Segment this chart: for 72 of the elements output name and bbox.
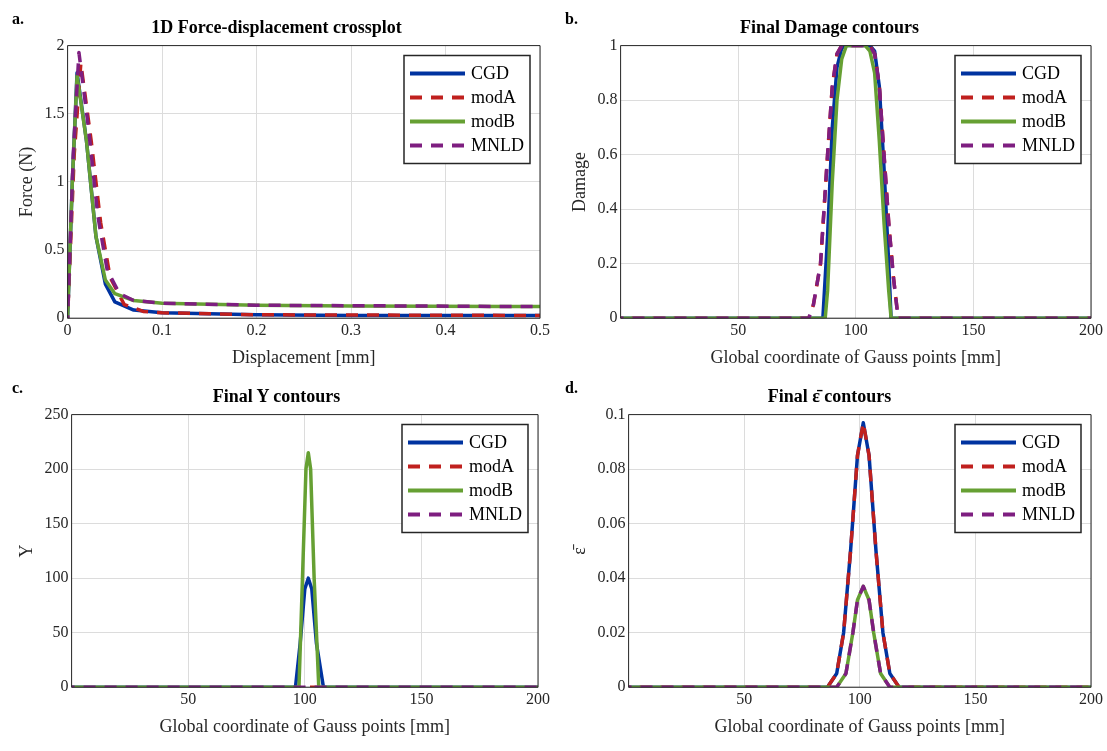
y-tick-label: 1 bbox=[609, 35, 618, 53]
legend-label: modB bbox=[469, 480, 514, 501]
y-axis-title: Force (N) bbox=[15, 146, 37, 218]
legend-label: MNLD bbox=[469, 504, 522, 525]
x-tick-label: 200 bbox=[526, 690, 550, 707]
y-tick-label: 0.8 bbox=[597, 90, 618, 108]
x-tick-label: 200 bbox=[1079, 321, 1103, 338]
y-tick-label: 100 bbox=[44, 568, 69, 586]
x-tick-label: 150 bbox=[409, 690, 434, 707]
x-tick-label: 50 bbox=[180, 690, 197, 707]
text: d. bbox=[565, 379, 578, 397]
legend-label: modA bbox=[471, 87, 516, 108]
x-tick-label: 0.4 bbox=[435, 321, 456, 338]
legend-label: CGD bbox=[1022, 63, 1061, 84]
legend-label: modB bbox=[1022, 480, 1067, 501]
text: a. bbox=[12, 10, 24, 28]
y-tick-label: 0 bbox=[60, 677, 69, 695]
y-tick-label: 0 bbox=[56, 308, 65, 326]
x-tick-label: 0.5 bbox=[530, 321, 550, 338]
text: c. bbox=[12, 379, 24, 397]
x-axis-title: Global coordinate of Gauss points [mm] bbox=[710, 346, 1002, 367]
y-tick-label: 0 bbox=[609, 308, 618, 326]
x-tick-label: 50 bbox=[730, 321, 747, 338]
x-axis-title: Displacement [mm] bbox=[232, 346, 376, 367]
y-axis-title: ε̄ bbox=[568, 544, 589, 555]
x-tick-label: 200 bbox=[1079, 690, 1103, 707]
y-tick-label: 0.04 bbox=[597, 568, 626, 586]
y-tick-label: 150 bbox=[44, 513, 69, 531]
y-tick-label: 2 bbox=[56, 35, 65, 53]
legend-label: CGD bbox=[471, 63, 510, 84]
y-tick-label: 250 bbox=[44, 404, 69, 422]
x-tick-label: 150 bbox=[961, 321, 986, 338]
x-tick-label: 100 bbox=[847, 690, 872, 707]
y-tick-label: 0.6 bbox=[597, 144, 618, 162]
x-tick-label: 150 bbox=[963, 690, 988, 707]
x-tick-label: 0.1 bbox=[152, 321, 173, 338]
y-tick-label: 0.4 bbox=[597, 199, 618, 217]
legend-label: MNLD bbox=[471, 135, 524, 156]
x-tick-label: 100 bbox=[843, 321, 868, 338]
text: b. bbox=[565, 10, 578, 28]
legend-label: CGD bbox=[1022, 432, 1061, 453]
y-tick-label: 0.5 bbox=[44, 240, 65, 258]
y-tick-label: 200 bbox=[44, 459, 69, 477]
x-axis-title: Global coordinate of Gauss points [mm] bbox=[714, 715, 1006, 736]
y-tick-label: 0.2 bbox=[597, 253, 618, 271]
y-tick-label: 0.02 bbox=[597, 622, 626, 640]
x-tick-label: 0.2 bbox=[246, 321, 267, 338]
legend-label: modB bbox=[1022, 111, 1067, 132]
legend-label: CGD bbox=[469, 432, 508, 453]
chart-title: 1D Force-displacement crossplot bbox=[151, 17, 402, 38]
legend-label: MNLD bbox=[1022, 135, 1075, 156]
x-axis-title: Global coordinate of Gauss points [mm] bbox=[159, 715, 451, 736]
y-tick-label: 1.5 bbox=[44, 103, 65, 121]
y-tick-label: 1 bbox=[56, 172, 65, 190]
x-tick-label: 100 bbox=[292, 690, 317, 707]
x-tick-label: 0.3 bbox=[341, 321, 362, 338]
legend-label: MNLD bbox=[1022, 504, 1075, 525]
y-tick-label: 0 bbox=[617, 677, 626, 695]
y-tick-label: 0.06 bbox=[597, 513, 626, 531]
legend-label: modB bbox=[471, 111, 516, 132]
chart-title: Final Damage contours bbox=[740, 17, 919, 38]
legend-label: modA bbox=[1022, 456, 1067, 477]
y-tick-label: 0.1 bbox=[605, 404, 626, 422]
y-axis-title: Damage bbox=[568, 151, 589, 212]
y-axis-title: Y bbox=[15, 544, 36, 558]
y-tick-label: 0.08 bbox=[597, 459, 626, 477]
legend-label: modA bbox=[1022, 87, 1067, 108]
chart-title: Final Y contours bbox=[212, 386, 341, 407]
chart-title: Final ε̄ contours bbox=[767, 386, 892, 407]
x-tick-label: 50 bbox=[736, 690, 753, 707]
y-tick-label: 50 bbox=[52, 622, 69, 640]
legend-label: modA bbox=[469, 456, 514, 477]
